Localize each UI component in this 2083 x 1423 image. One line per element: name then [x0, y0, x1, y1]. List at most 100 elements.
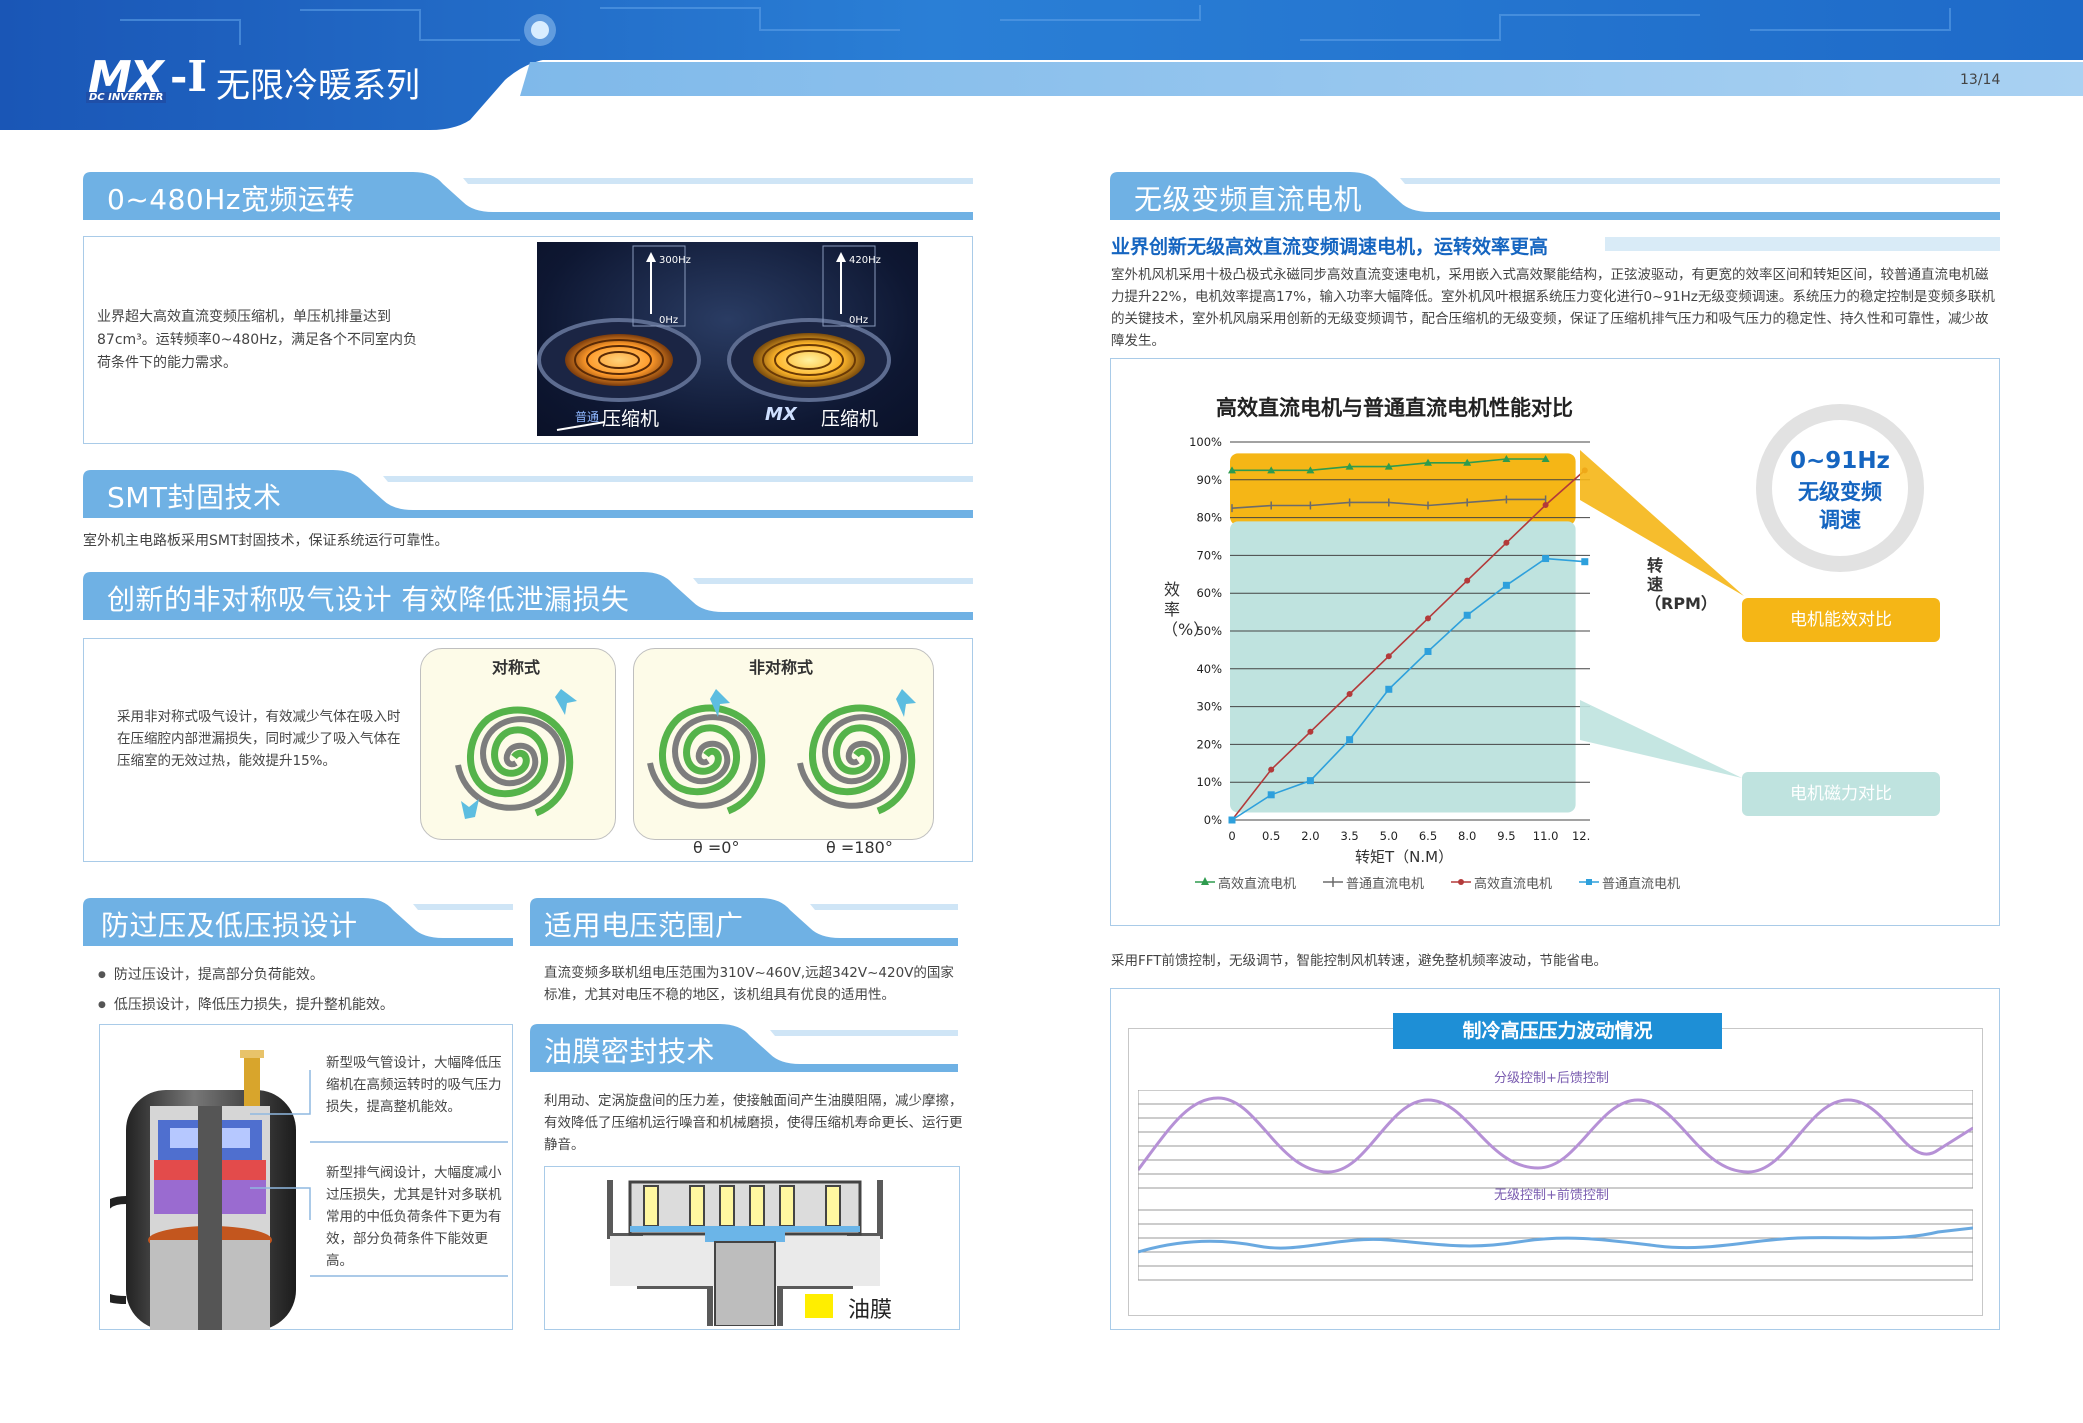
- y-tick-left: 10%: [1196, 775, 1222, 789]
- motor-body: 室外机风机采用十极凸极式永磁同步高效直流变速电机，采用嵌入式高效聚能结构，正弦波…: [1111, 267, 1995, 349]
- data-point: [1267, 791, 1275, 799]
- asymmetric-label: 非对称式: [749, 658, 814, 677]
- series-line: [1231, 557, 1585, 821]
- y-tick-left: 30%: [1196, 700, 1222, 714]
- y-tick-left: 50%: [1196, 624, 1222, 638]
- y-tick-left: 100%: [1189, 435, 1222, 449]
- theta-180-label: θ =180°: [826, 838, 893, 857]
- pressure-wave-title: 制冷高压压力波动情况: [1393, 1013, 1722, 1049]
- title-bar-shape: [83, 572, 973, 620]
- symmetric-scroll-panel: [420, 648, 616, 840]
- section-title-oilfilm: 油膜密封技术: [530, 1024, 958, 1072]
- chart-legend: [1195, 877, 1599, 887]
- title-bar-shape: [83, 898, 513, 946]
- theta-0-label: θ =0°: [693, 838, 740, 857]
- x-tick: 3.5: [1340, 829, 1358, 843]
- data-point: [1464, 577, 1471, 584]
- data-point: [1503, 539, 1510, 546]
- badge-line-2: 无级变频: [1798, 480, 1882, 504]
- oilfilm-body: 利用动、定涡旋盘间的压力差，使接触面间产生油膜阻隔，减少摩擦，有效降低了压缩机运…: [544, 1093, 963, 1153]
- hz-label: 420Hz: [849, 255, 881, 266]
- legend-marker-triangle: [1201, 877, 1209, 885]
- legend-label: 普通直流电机: [1602, 877, 1681, 892]
- hz-label: 0Hz: [659, 315, 679, 326]
- brand-label: MX: [765, 404, 797, 425]
- data-point: [1463, 458, 1472, 466]
- title-bar-shape: [530, 898, 958, 946]
- section-title-pressure: 防过压及低压损设计: [83, 898, 513, 946]
- data-point: [1385, 653, 1392, 660]
- series-title: 无限冷暖系列: [216, 66, 420, 106]
- chart-title: 高效直流电机与普通直流电机性能对比: [1216, 396, 1573, 420]
- badge-line-1: 0~91Hz: [1790, 448, 1890, 474]
- compressor-label: 压缩机: [821, 408, 879, 430]
- data-point: [1384, 462, 1393, 470]
- efficiency-highlight: [1230, 453, 1576, 526]
- y-tick-left: 0%: [1204, 813, 1222, 827]
- wave-subtitle-1: 分级控制+后馈控制: [1494, 1071, 1609, 1086]
- data-point: [1424, 458, 1432, 466]
- section-title-text: SMT封固技术: [107, 481, 282, 514]
- header-banner: [0, 0, 2083, 130]
- series-line: [1231, 469, 1586, 821]
- pressure-bullet: 低压损设计，降低压力损失，提升整机能效。: [98, 994, 394, 1014]
- data-point: [1346, 691, 1353, 697]
- data-point: [1502, 581, 1510, 589]
- wave-subtitle-2: 无级控制+前馈控制: [1494, 1188, 1609, 1203]
- magnetic-highlight: [1230, 521, 1576, 813]
- legend-label: 普通直流电机: [1346, 877, 1425, 892]
- discharge-note: 新型排气阀设计，大幅度减小过压损失，尤其是针对多联机常用的中低负荷条件下更为有效…: [326, 1165, 502, 1269]
- hz-label: 0Hz: [849, 315, 869, 326]
- asymmetric-scroll-panel: [633, 648, 934, 840]
- oil-film-diagram: [607, 1180, 883, 1326]
- brand-logo-sub: DC INVERTER: [86, 92, 167, 103]
- y-axis-label-left: 效率（%）: [1162, 580, 1209, 639]
- data-point: [1268, 766, 1275, 773]
- legend-label: 高效直流电机: [1474, 877, 1553, 892]
- efficiency-callout: 电机能效对比: [1742, 598, 1940, 642]
- title-bar-shape: [530, 1024, 958, 1072]
- section-title-text: 防过压及低压损设计: [101, 909, 358, 942]
- title-bar-shape: [83, 470, 973, 518]
- legend-label: 高效直流电机: [1218, 877, 1297, 892]
- section-title-text: 创新的非对称吸气设计 有效降低泄漏损失: [107, 583, 630, 616]
- section-title-smt: SMT封固技术: [83, 470, 973, 518]
- x-tick: 6.5: [1419, 829, 1437, 843]
- data-point: [1581, 558, 1589, 566]
- magnetic-callout: 电机磁力对比: [1742, 772, 1940, 816]
- y-tick-left: 80%: [1196, 511, 1222, 525]
- y-tick-left: 40%: [1196, 662, 1222, 676]
- title-bar-shape: [1110, 172, 2000, 220]
- section-title-text: 适用电压范围广: [544, 909, 744, 942]
- motor-performance-chart: 0%10%20%30%40%50%60%70%80%90%100%0200400…: [1189, 435, 1590, 843]
- frequency-badge: 0~91Hz 无级变频 调速: [1756, 404, 1924, 572]
- section-title-text: 油膜密封技术: [544, 1035, 716, 1068]
- oil-film-label: 油膜: [848, 1298, 893, 1323]
- badge-line-3: 调速: [1819, 508, 1861, 532]
- pressure-bullet: 防过压设计，提高部分负荷能效。: [98, 964, 324, 984]
- x-tick: 0.5: [1262, 829, 1280, 843]
- y-tick-left: 20%: [1196, 737, 1222, 751]
- y-tick-left: 90%: [1196, 473, 1222, 487]
- data-point: [1541, 455, 1550, 463]
- y-tick-left: 70%: [1196, 548, 1222, 562]
- voltage-body: 直流变频多联机组电压范围为310V~460V,远超342V~420V的国家标准，…: [544, 965, 954, 1003]
- smt-body: 室外机主电路板采用SMT封固技术，保证系统运行可靠性。: [83, 533, 449, 549]
- data-point: [1502, 455, 1511, 463]
- suction-note: 新型吸气管设计，大幅降低压缩机在高频运转时的吸气压力损失，提高整机能效。: [326, 1055, 502, 1115]
- fft-note: 采用FFT前馈控制，无级调节，智能控制风机转速，避免整机频率波动，节能省电。: [1111, 953, 1608, 969]
- section-title-text: 无级变频直流电机: [1134, 183, 1363, 216]
- pressure-wave-plots: [1138, 1090, 1973, 1281]
- data-point: [1228, 466, 1236, 474]
- page-number: 13/14: [1960, 72, 2001, 88]
- compressor-illustration: [537, 245, 891, 431]
- section-title-voltage: 适用电压范围广: [530, 898, 958, 946]
- symmetric-label: 对称式: [492, 658, 541, 677]
- x-tick: 8.0: [1458, 829, 1476, 843]
- title-bar-shape: [83, 172, 973, 220]
- x-tick: 11.0: [1533, 829, 1559, 843]
- motor-subheading: 业界创新无级高效直流变频调速电机，运转效率更高: [1111, 236, 1549, 258]
- x-tick: 2.0: [1301, 829, 1319, 843]
- data-point: [1306, 777, 1314, 785]
- section-title-motor: 无级变频直流电机: [1110, 172, 2000, 220]
